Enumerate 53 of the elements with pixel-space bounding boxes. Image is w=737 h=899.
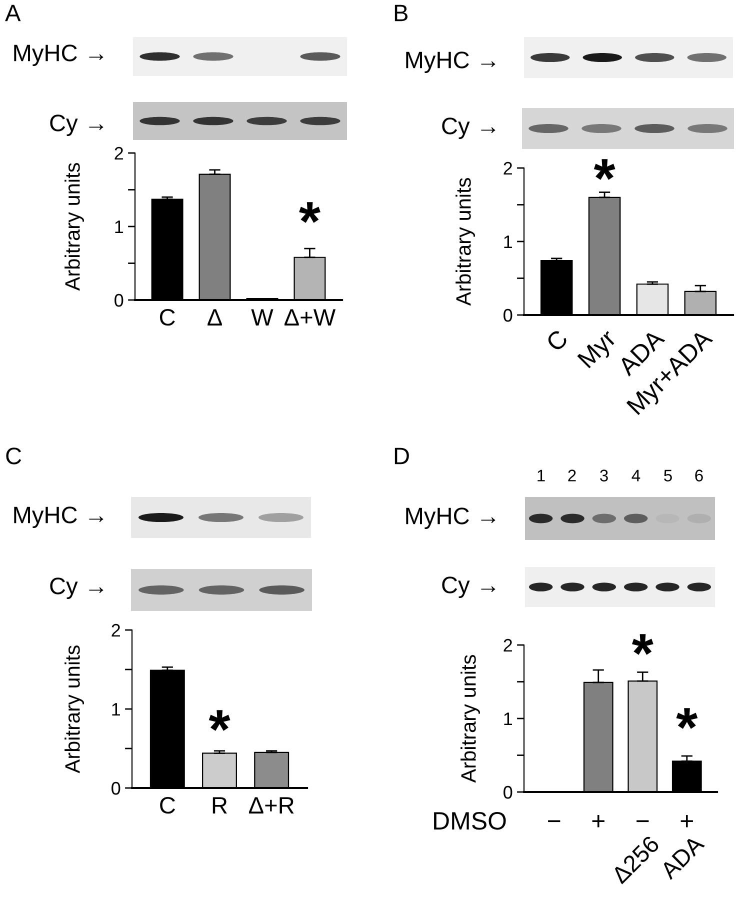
y-tick-label: 2 xyxy=(504,638,512,652)
x-tick-label: Myr xyxy=(577,328,621,372)
y-tick-label: 2 xyxy=(114,146,123,160)
y-tick-label: 0 xyxy=(504,786,512,799)
x-tick-label: C xyxy=(160,308,175,326)
y-tick-label: 1 xyxy=(504,712,512,726)
text: 4 xyxy=(632,470,640,482)
x-tick-label: Δ+W xyxy=(284,309,336,326)
annotation: * xyxy=(676,708,698,729)
y-tick-label: 0 xyxy=(504,308,512,322)
x-tick-label: C xyxy=(160,796,176,814)
text: 2 xyxy=(568,470,576,482)
text: Cy → xyxy=(442,576,496,598)
text: − xyxy=(636,820,649,822)
text: DMSO xyxy=(434,812,506,830)
annotation: * xyxy=(594,159,616,180)
x-tick-label: R xyxy=(212,797,227,814)
x-tick-label: C xyxy=(545,328,569,352)
text: − xyxy=(548,820,560,822)
text: 1 xyxy=(538,470,545,482)
y-axis-title: Arbitrary units xyxy=(460,654,480,783)
y-axis-title: Arbitrary units xyxy=(456,178,475,306)
text: 5 xyxy=(664,470,672,482)
y-tick-label: 1 xyxy=(112,703,120,716)
y-tick-label: 1 xyxy=(504,236,512,248)
text: Cy → xyxy=(442,118,496,140)
text: MyHC → xyxy=(14,506,104,528)
text: Cy → xyxy=(50,578,104,600)
annotation: * xyxy=(208,710,230,731)
y-tick-label: 2 xyxy=(504,162,512,175)
x-tick-label: Δ+R xyxy=(248,797,294,814)
y-tick-label: 1 xyxy=(115,220,124,234)
chart-title: D xyxy=(394,448,409,464)
y-tick-label: 2 xyxy=(112,624,120,637)
text: 3 xyxy=(600,470,608,482)
annotation: * xyxy=(299,202,320,223)
x-tick-label: W xyxy=(251,309,274,326)
chart-title: C xyxy=(6,448,22,464)
y-tick-label: 0 xyxy=(114,294,124,307)
y-axis-title: Arbitrary units xyxy=(64,162,84,291)
text: 6 xyxy=(695,470,703,482)
x-tick-label: Δ xyxy=(208,309,222,326)
text: + xyxy=(680,815,693,828)
chart-title: B xyxy=(394,4,408,22)
chart-title: A xyxy=(5,4,21,22)
annotation: * xyxy=(632,634,654,655)
text: MyHC → xyxy=(406,508,496,530)
y-axis-title: Arbitrary units xyxy=(64,645,84,774)
y-tick-label: 0 xyxy=(112,782,120,795)
text: MyHC → xyxy=(14,44,104,66)
text: MyHC → xyxy=(406,52,496,74)
text: + xyxy=(592,815,604,828)
text: Cy → xyxy=(50,114,104,136)
